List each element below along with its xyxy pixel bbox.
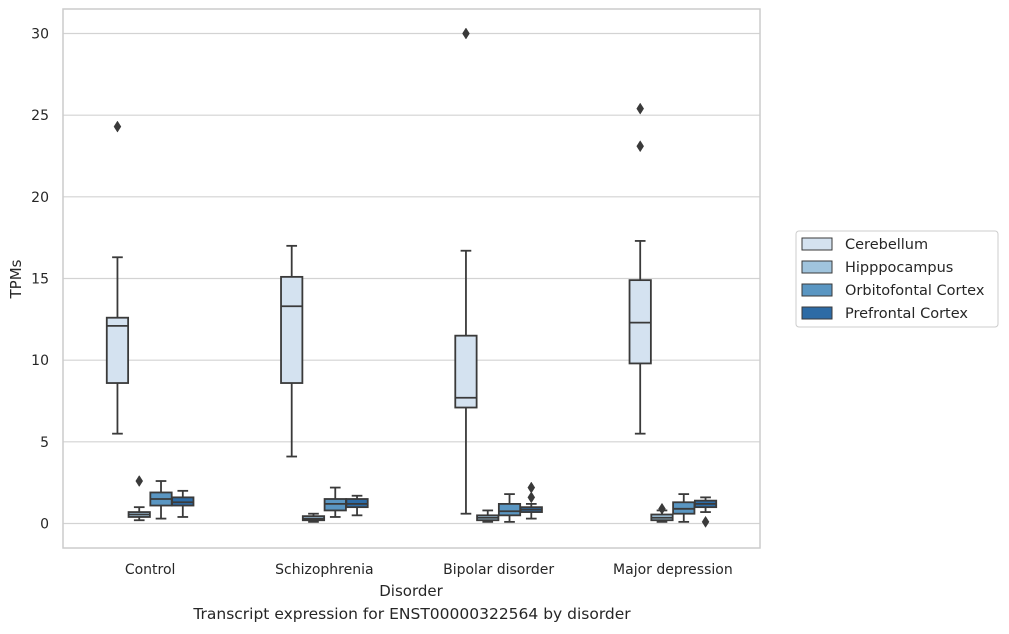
- x-axis-label: Disorder: [379, 582, 443, 600]
- legend-frame: [795, 230, 999, 328]
- box-cerebellum: [628, 102, 652, 435]
- x-axis-ticks: Control Schizophrenia Bipolar disorder Majo…: [125, 562, 733, 578]
- box-prefrontal-cortex: [171, 489, 195, 518]
- box-body: [280, 275, 304, 384]
- x-tick-label: Major depression: [613, 562, 733, 578]
- legend: Cerebellum Hipppocampus Orbitofontal Corte…: [795, 230, 999, 328]
- gridlines: [63, 32, 760, 525]
- box-prefrontal-cortex: [693, 496, 718, 528]
- y-axis-ticks: 0 5 10 15 20 25 30: [31, 27, 49, 533]
- plot-area: [105, 27, 718, 528]
- outlier-point: [636, 102, 644, 115]
- box-cerebellum: [454, 27, 478, 515]
- legend-label: Orbitofontal Cortex: [845, 283, 985, 299]
- box-prefrontal-cortex: [345, 494, 369, 517]
- box-body: [454, 334, 478, 409]
- legend-swatch: [801, 283, 833, 297]
- outlier-point: [701, 515, 710, 528]
- legend-label: Prefrontal Cortex: [845, 306, 968, 322]
- y-tick-label: 0: [40, 517, 49, 533]
- box-hipppocampus: [127, 475, 151, 522]
- legend-label: Cerebellum: [845, 237, 928, 253]
- y-tick-label: 20: [31, 190, 49, 206]
- outlier-point: [135, 475, 144, 487]
- box-prefrontal-cortex: [519, 481, 543, 520]
- box-hipppocampus: [476, 509, 500, 523]
- outlier-point: [113, 120, 122, 133]
- y-tick-label: 5: [40, 435, 49, 451]
- outlier-point: [658, 502, 666, 515]
- y-tick-label: 30: [31, 27, 49, 43]
- outlier-point: [636, 140, 644, 153]
- box-orbitofontal-cortex: [323, 486, 347, 518]
- x-tick-label: Schizophrenia: [275, 562, 373, 578]
- chart-caption: Transcript expression for ENST0000032256…: [193, 605, 631, 623]
- box-orbitofontal-cortex: [149, 480, 173, 520]
- box-body: [105, 316, 130, 384]
- legend-swatch: [801, 260, 833, 274]
- legend-label: Hipppocampus: [845, 260, 953, 276]
- box-orbitofontal-cortex: [497, 493, 522, 523]
- y-tick-label: 25: [31, 108, 49, 124]
- y-tick-label: 15: [31, 272, 49, 288]
- box-cerebellum: [280, 244, 304, 458]
- box-cerebellum: [105, 120, 130, 435]
- box-body: [497, 502, 522, 517]
- x-tick-label: Control: [125, 562, 176, 578]
- y-axis-label: TPMs: [7, 259, 25, 299]
- outlier-point: [527, 491, 536, 504]
- box-hipppocampus: [650, 502, 674, 523]
- y-tick-label: 10: [31, 353, 49, 369]
- x-tick-label: Bipolar disorder: [443, 562, 554, 578]
- legend-swatch: [801, 306, 833, 320]
- plot-frame: [62, 8, 761, 549]
- box-orbitofontal-cortex: [672, 493, 696, 523]
- outlier-point: [462, 27, 470, 40]
- box-hipppocampus: [301, 512, 326, 523]
- legend-swatch: [801, 237, 833, 251]
